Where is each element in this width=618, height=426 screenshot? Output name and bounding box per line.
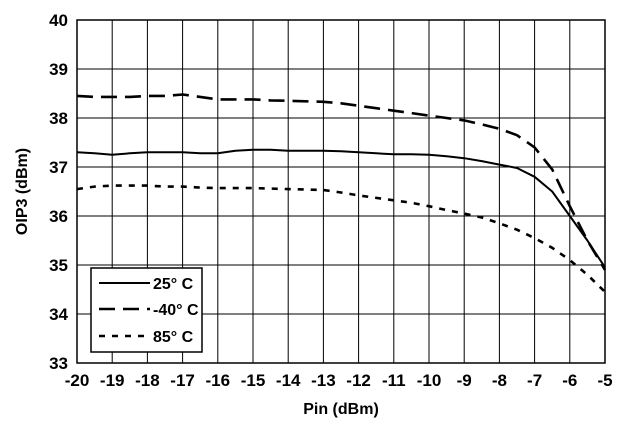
y-tick-label: 33 <box>49 354 68 373</box>
y-tick-label: 39 <box>49 60 68 79</box>
x-tick-label: -16 <box>206 371 231 390</box>
legend-label-85c: 85° C <box>153 329 194 346</box>
x-tick-label: -15 <box>241 371 266 390</box>
x-tick-label: -20 <box>65 371 90 390</box>
series-lines <box>76 93 607 293</box>
x-tick-labels: -20 -19 -18 -17 -16 -15 -14 -13 -12 -11 -10 -9 -8 -7 -… <box>65 371 613 390</box>
series-line-0 <box>76 148 606 268</box>
series-line-2 <box>76 184 606 293</box>
x-tick-label: -7 <box>527 371 542 390</box>
x-tick-label: -18 <box>135 371 160 390</box>
y-tick-labels: 33 34 35 36 37 38 39 40 <box>49 11 68 373</box>
x-tick-label: -14 <box>276 371 301 390</box>
y-tick-label: 40 <box>49 11 68 30</box>
x-tick-label: -19 <box>100 371 125 390</box>
y-tick-label: 34 <box>49 305 68 324</box>
plot-area-frame <box>76 19 606 364</box>
x-tick-label: -11 <box>382 371 406 390</box>
series-line-1 <box>76 93 607 271</box>
x-tick-label: -9 <box>457 371 472 390</box>
x-tick-label: -13 <box>311 371 336 390</box>
y-tick-label: 37 <box>49 158 68 177</box>
x-axis-title: Pin (dBm) <box>303 401 379 418</box>
x-tick-label: -17 <box>170 371 195 390</box>
x-tick-label: -8 <box>492 371 507 390</box>
legend-label-25c: 25° C <box>153 276 194 293</box>
legend: 25° C -40° C 85° C <box>90 267 203 353</box>
legend-label-minus40c: -40° C <box>153 302 199 319</box>
x-tick-label: -10 <box>417 371 442 390</box>
x-tick-label: -5 <box>597 371 612 390</box>
y-tick-label: 38 <box>49 109 68 128</box>
y-tick-label: 35 <box>49 256 68 275</box>
x-tick-label: -6 <box>562 371 577 390</box>
x-tick-label: -12 <box>346 371 371 390</box>
y-axis-title: OIP3 (dBm) <box>14 148 31 235</box>
grid <box>76 19 606 364</box>
y-tick-label: 36 <box>49 207 68 226</box>
